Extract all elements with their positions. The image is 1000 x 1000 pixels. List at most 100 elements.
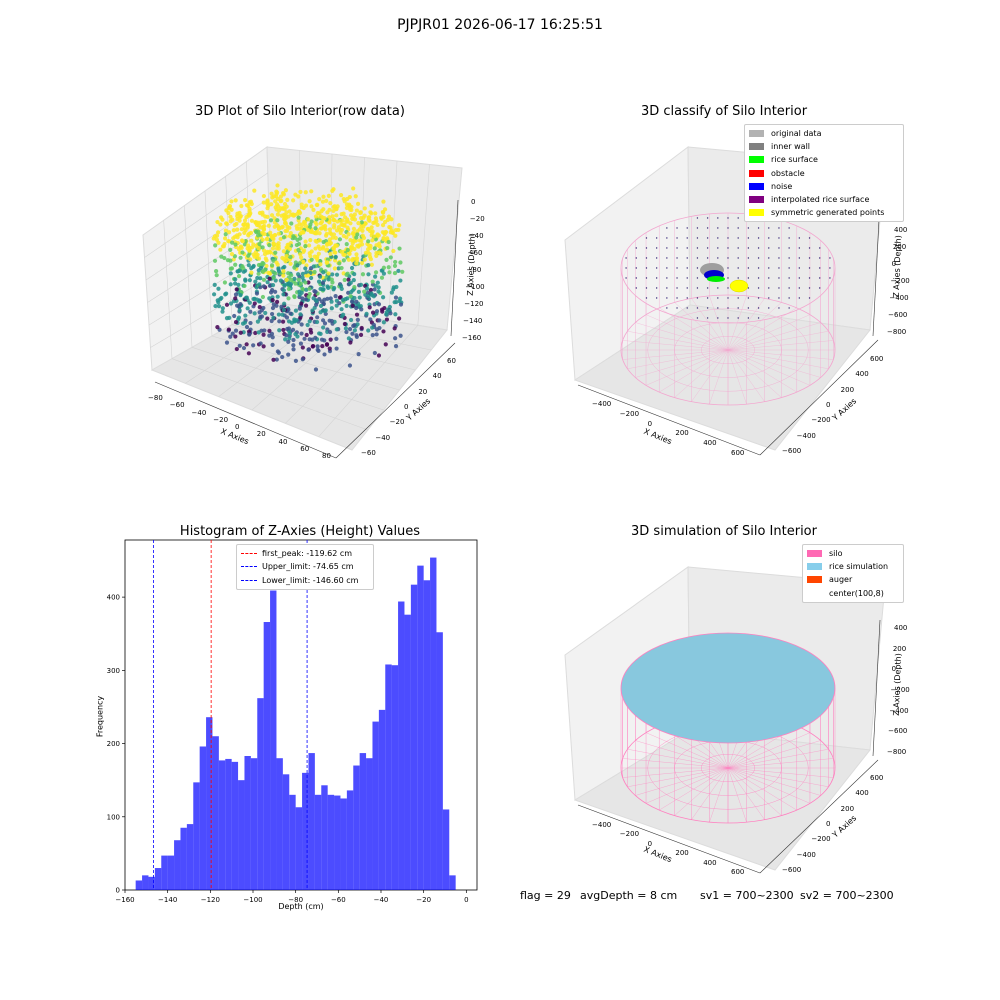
legend-label: rice simulation [829,562,889,572]
legend-entry: silo [807,547,899,560]
status-avg-depth: avgDepth = 8 cm [580,889,678,902]
histogram-bar [135,880,143,890]
histogram-xtick-label: −140 [158,896,177,904]
histogram-bar [193,782,200,890]
x-tick-label: 0 [235,423,240,431]
z-tick-label: −140 [463,317,483,325]
z-tick-label: −120 [464,300,484,308]
histogram-bar [212,736,219,890]
z-tick-label: −200 [890,686,910,694]
histogram-bar [334,795,341,890]
z-tick-label: −400 [889,706,909,715]
z-tick-label: −160 [462,334,482,342]
z-tick-label: 200 [892,644,907,653]
y-tick-label: 40 [432,372,442,381]
y-tick-label: 200 [840,804,855,813]
histogram-bar [206,717,213,890]
legend-swatch [807,563,822,571]
y-tick-label: 600 [870,355,884,363]
y-tick-label: −400 [796,850,816,859]
histogram-bar [244,756,251,890]
histogram-bar [270,590,277,890]
legend-swatch [749,209,764,217]
legend-label: center(100,8) [829,588,884,598]
z-tick-label: 0 [891,665,897,674]
x-tick-label: 80 [322,452,331,460]
legend-swatch [749,130,764,137]
status-sv1: sv1 = 700~2300 [700,889,794,902]
histogram-bar [398,601,405,890]
histogram-bar [308,753,315,890]
histogram-title: Histogram of Z-Axies (Height) Values [179,524,421,539]
histogram-ytick-label: 300 [107,667,120,675]
z-tick-label: 400 [894,226,908,234]
legend-entry: center(100,8) [807,587,899,600]
histogram-bar [442,809,450,890]
x-tick-label: −400 [592,400,612,408]
legend-label: symmetric generated points [771,208,885,218]
histogram-bar [423,580,431,890]
x-tick-label: −80 [148,394,163,402]
histogram-xtick-label: −120 [201,896,220,904]
legend-swatch [807,550,822,557]
legend-label: inner wall [771,142,811,152]
z-tick-label: −600 [888,727,908,736]
x-tick-label: −20 [213,415,229,424]
y-tick-label: −200 [811,416,831,425]
histogram-bar [218,760,226,890]
status-flag: flag = 29 [520,889,571,902]
x-tick-label: 400 [703,858,717,867]
histogram-ylabel: Frequency [95,695,105,738]
legend-swatch [749,196,764,204]
histogram-bar [167,855,175,890]
histogram-bar [410,584,418,890]
z-tick-label: 0 [471,198,476,206]
legend-entry: symmetric generated points [749,206,899,219]
histogram-bar [154,868,162,890]
legend-label: original data [771,129,822,138]
histogram-bar [142,875,149,890]
legend-entry: rice surface [749,153,899,166]
histogram-bar [295,807,303,890]
histogram-bar [289,794,296,890]
histogram-bar [436,632,443,890]
legend-swatch [807,576,822,584]
histogram-bar [302,772,309,890]
legend-line-swatch [241,579,257,581]
z-tick-label: 0 [891,260,897,268]
legend-label: obstacle [771,168,805,178]
x-tick-label: 600 [731,868,745,876]
y-tick-label: −400 [796,431,816,440]
x-tick-label: −40 [191,408,207,417]
histogram-bar [257,698,264,890]
classify-panel-title: 3D classify of Silo Interior [640,104,808,119]
y-tick-label: −200 [811,835,831,844]
legend-label: Upper_limit: -74.65 cm [262,562,354,572]
simulation-legend: silo rice simulation auger center(100,8) [802,544,904,603]
legend-swatch [749,143,764,151]
y-tick-label: 20 [418,387,428,396]
histogram-bar [282,774,290,890]
legend-label: interpolated rice surface [771,195,870,205]
x-tick-label: 60 [300,444,310,453]
y-tick-label: 200 [840,385,855,394]
y-tick-label: −40 [375,433,391,442]
histogram-bar [250,758,258,890]
z-tick-label: −600 [888,311,908,319]
y-tick-label: 60 [447,357,456,365]
histogram-bar [346,790,354,890]
histogram-xtick-label: −60 [331,896,346,904]
histogram-bar [238,780,245,890]
histogram-legend-entry: Lower_limit: -146.60 cm [241,574,369,587]
histogram-xtick-label: −40 [374,896,389,904]
legend-entry: noise [749,180,899,193]
legend-line-swatch [241,553,257,554]
x-tick-label: −200 [619,830,640,839]
histogram-bar [327,794,335,890]
histogram-legend-entry: first_peak: -119.62 cm [241,547,369,560]
classify-legend: original data inner wall rice surface obsta… [744,124,904,223]
legend-entry: rice simulation [807,560,899,573]
histogram-bar [359,753,367,890]
histogram-bar [276,758,283,890]
legend-entry: original data [749,127,899,140]
